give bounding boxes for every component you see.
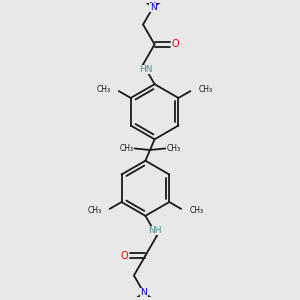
Text: CH₃: CH₃ [167,144,181,153]
Text: CH₃: CH₃ [119,144,134,153]
Text: CH₃: CH₃ [96,85,110,94]
Text: CH₃: CH₃ [190,206,204,215]
Text: NH: NH [148,226,162,235]
Text: O: O [172,39,179,50]
Text: N: N [149,2,157,12]
Text: CH₃: CH₃ [199,85,213,94]
Text: N: N [140,288,147,297]
Text: O: O [121,250,128,261]
Text: HN: HN [139,65,152,74]
Text: N: N [140,288,148,298]
Text: CH₃: CH₃ [87,206,101,215]
Text: N: N [150,3,156,12]
